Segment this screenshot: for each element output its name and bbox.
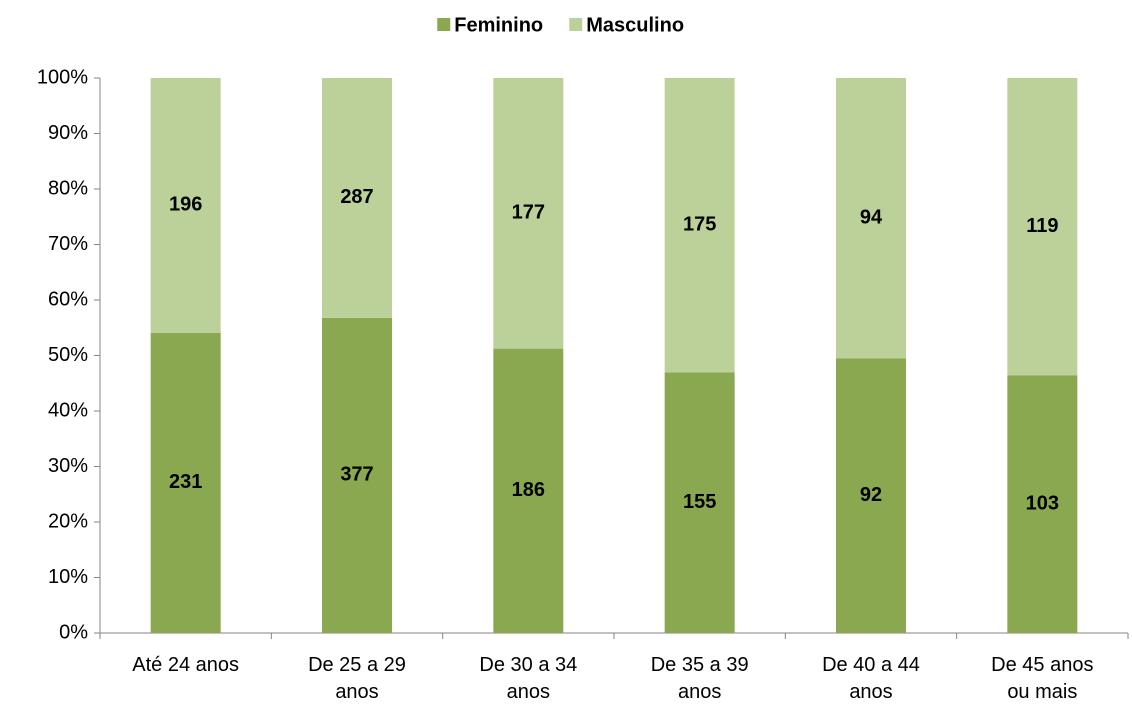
y-tick-label: 10%	[48, 566, 88, 588]
legend-swatch	[569, 18, 583, 31]
y-tick-label: 80%	[48, 177, 88, 199]
data-label: 119	[1026, 215, 1058, 237]
x-tick-label: De 45 anos ou mais	[991, 654, 1093, 703]
y-tick-label: 100%	[37, 66, 88, 88]
bar-segment	[836, 78, 906, 359]
x-tick-label: De 30 a 34 anos	[479, 654, 577, 703]
y-tick-label: 60%	[48, 288, 88, 310]
bar-segment	[493, 348, 564, 633]
bar-segment	[664, 372, 735, 633]
y-tick-label: 20%	[48, 510, 88, 532]
bar-segment	[322, 317, 392, 633]
data-label: 155	[683, 491, 716, 513]
bar-segment	[493, 78, 564, 349]
bar-segment	[836, 358, 906, 633]
data-label: 94	[860, 207, 883, 229]
legend-label: Masculino	[586, 14, 684, 36]
bar-segment	[322, 78, 392, 318]
x-tick-label: De 25 a 29 anos	[308, 654, 406, 703]
data-label: 177	[512, 202, 545, 224]
bar-segment	[1007, 78, 1078, 376]
y-tick-label: 30%	[48, 455, 88, 477]
x-tick-label: Até 24 anos	[132, 654, 239, 676]
y-tick-label: 50%	[48, 344, 88, 366]
data-label: 175	[683, 213, 716, 235]
data-label: 186	[512, 479, 545, 501]
data-label: 287	[340, 186, 373, 208]
data-label: 231	[169, 471, 202, 493]
bar-segment	[150, 78, 221, 333]
data-label: 196	[169, 194, 202, 216]
bar-segment	[150, 332, 221, 633]
bar-segment	[1007, 375, 1078, 633]
y-tick-label: 0%	[59, 621, 88, 643]
data-label: 377	[340, 464, 373, 486]
data-label: 103	[1026, 493, 1059, 515]
bar-segment	[664, 78, 735, 373]
legend-swatch	[437, 18, 451, 31]
x-tick-label: De 35 a 39 anos	[651, 654, 749, 703]
x-tick-label: De 40 a 44 anos	[822, 654, 920, 703]
y-tick-label: 90%	[48, 122, 88, 144]
y-tick-label: 40%	[48, 399, 88, 421]
legend-label: Feminino	[454, 14, 543, 36]
data-label: 92	[860, 484, 882, 506]
y-tick-label: 70%	[48, 233, 88, 255]
